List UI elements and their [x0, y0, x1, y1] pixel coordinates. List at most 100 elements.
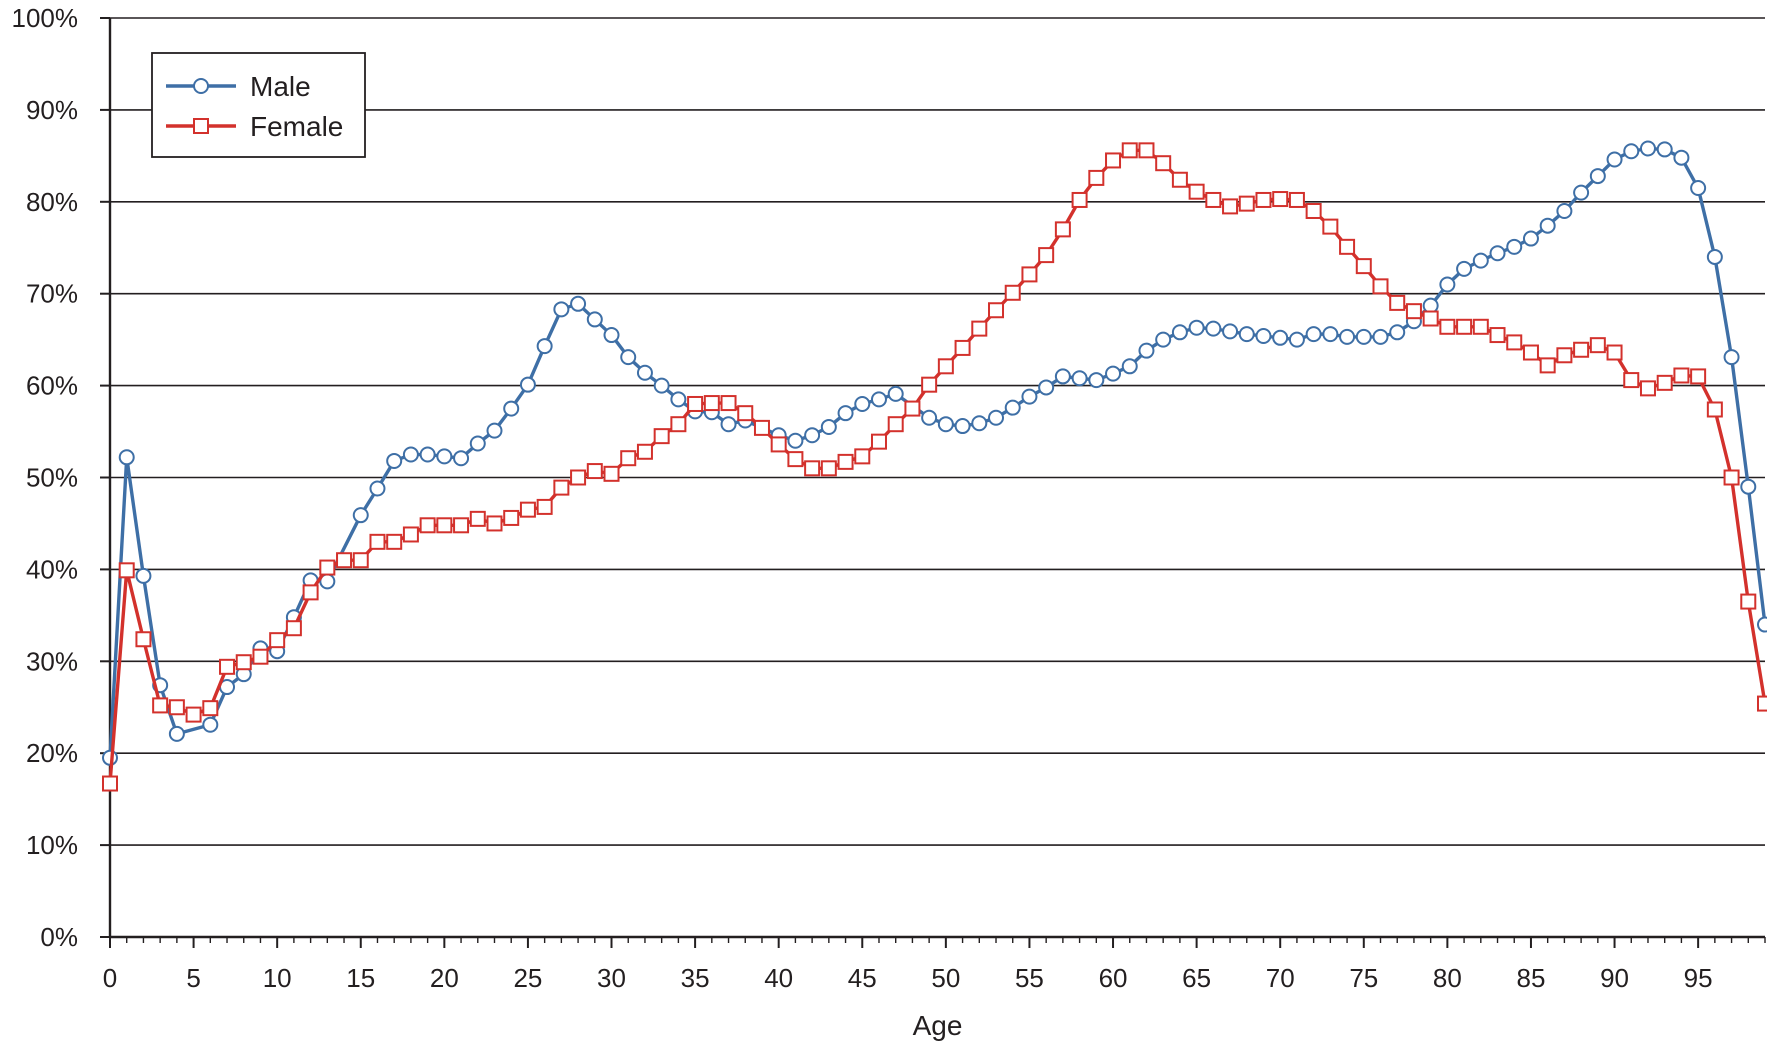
data-point-male: [1489, 245, 1506, 262]
data-point-female: [1305, 202, 1322, 219]
data-point-female: [1038, 247, 1055, 264]
data-point-female: [1522, 344, 1539, 361]
data-point-female: [1288, 191, 1305, 208]
y-tick-label: 0%: [40, 922, 78, 952]
legend-marker-circle: [193, 78, 209, 94]
data-point-female: [1272, 191, 1289, 208]
x-tick-label: 10: [263, 963, 292, 993]
data-point-female: [1656, 374, 1673, 391]
data-point-male: [1322, 326, 1339, 343]
data-point-male: [1472, 252, 1489, 269]
data-point-female: [1673, 367, 1690, 384]
data-point-female: [603, 465, 620, 482]
data-point-female: [553, 479, 570, 496]
data-point-female: [586, 463, 603, 480]
data-point-female: [536, 498, 553, 515]
data-point-female: [1255, 191, 1272, 208]
data-point-male: [1305, 326, 1322, 343]
x-tick-label: 15: [346, 963, 375, 993]
data-point-male: [1639, 140, 1656, 157]
data-point-female: [971, 320, 988, 337]
y-tick-label: 60%: [26, 371, 78, 401]
data-point-male: [352, 507, 369, 524]
data-point-male: [1138, 342, 1155, 359]
data-point-male: [1021, 388, 1038, 405]
data-point-male: [1288, 331, 1305, 348]
data-point-male: [503, 400, 520, 417]
legend-box: [151, 52, 366, 158]
data-point-male: [1171, 324, 1188, 341]
data-point-female: [1606, 344, 1623, 361]
x-tick-label: 20: [430, 963, 459, 993]
y-tick-label: 50%: [26, 463, 78, 493]
data-point-female: [352, 552, 369, 569]
data-point-male: [1339, 328, 1356, 345]
y-tick-label: 10%: [26, 830, 78, 860]
data-point-male: [1054, 368, 1071, 385]
data-point-female: [319, 559, 336, 576]
data-point-female: [1188, 183, 1205, 200]
series-male: [102, 140, 1767, 766]
data-point-female: [720, 395, 737, 412]
data-point-female: [921, 376, 938, 393]
data-point-male: [1121, 358, 1138, 375]
data-point-female: [787, 451, 804, 468]
data-point-male: [1556, 202, 1573, 219]
data-point-female: [1489, 327, 1506, 344]
data-point-male: [870, 391, 887, 408]
data-point-male: [1372, 328, 1389, 345]
data-point-male: [1573, 184, 1590, 201]
data-point-male: [1623, 143, 1640, 160]
data-point-male: [1188, 319, 1205, 336]
y-tick-label: 30%: [26, 646, 78, 676]
data-point-male: [1673, 149, 1690, 166]
data-point-female: [1105, 152, 1122, 169]
data-point-female: [1372, 278, 1389, 295]
data-point-female: [670, 416, 687, 433]
data-point-female: [1222, 198, 1239, 215]
data-point-male: [402, 446, 419, 463]
data-point-male: [1656, 141, 1673, 158]
data-point-male: [1238, 326, 1255, 343]
data-point-female: [503, 509, 520, 526]
data-point-female: [703, 395, 720, 412]
data-point-female: [302, 584, 319, 601]
data-point-female: [1706, 401, 1723, 418]
data-point-male: [1255, 327, 1272, 344]
data-point-male: [1456, 260, 1473, 277]
data-point-male: [135, 567, 152, 584]
data-point-female: [1088, 169, 1105, 186]
data-point-female: [168, 699, 185, 716]
data-point-male: [1690, 180, 1707, 197]
x-tick-label: 95: [1684, 963, 1713, 993]
data-point-male: [1389, 324, 1406, 341]
data-point-female: [1205, 191, 1222, 208]
data-point-female: [1757, 695, 1767, 712]
data-point-male: [804, 427, 821, 444]
data-point-male: [921, 409, 938, 426]
data-point-female: [219, 658, 236, 675]
x-tick-label: 45: [848, 963, 877, 993]
data-point-male: [1522, 230, 1539, 247]
data-point-female: [369, 533, 386, 550]
data-point-male: [1539, 217, 1556, 234]
data-point-female: [252, 648, 269, 665]
data-point-female: [1004, 284, 1021, 301]
series-line-female: [108, 148, 1767, 784]
series-female: [102, 142, 1767, 792]
data-point-female: [1405, 303, 1422, 320]
data-point-female: [988, 302, 1005, 319]
data-point-male: [1606, 151, 1623, 168]
x-tick-label: 70: [1266, 963, 1295, 993]
data-point-female: [837, 453, 854, 470]
data-point-male: [202, 716, 219, 733]
data-point-male: [971, 415, 988, 432]
data-point-female: [118, 562, 135, 579]
data-point-female: [336, 552, 353, 569]
y-tick-label: 100%: [12, 3, 79, 33]
data-point-female: [1355, 258, 1372, 275]
data-point-female: [954, 339, 971, 356]
data-point-female: [1456, 318, 1473, 335]
data-point-female: [1121, 142, 1138, 159]
